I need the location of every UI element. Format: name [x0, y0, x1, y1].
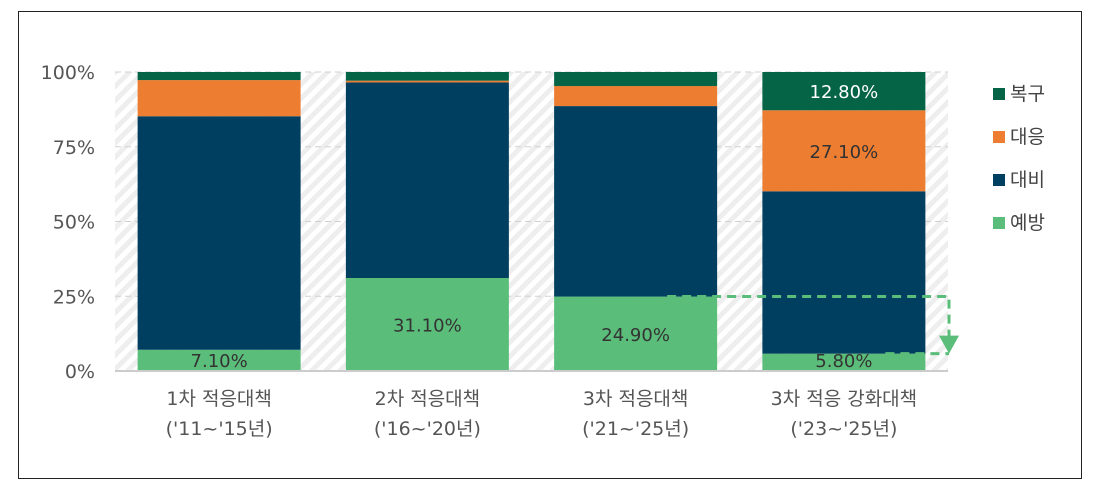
bar-segment-복구 [137, 72, 301, 81]
y-tick-label: 25% [53, 286, 95, 308]
bar-segment-복구 [554, 72, 718, 87]
bar-segment-예방 [554, 296, 718, 371]
bar-segment-예방 [345, 278, 509, 371]
bar-segment-예방 [762, 353, 926, 371]
legend-label: 예방 [1010, 212, 1045, 234]
x-tick-label: 2차 적응대책 [375, 388, 481, 410]
bar-segment-대응 [762, 110, 926, 192]
y-tick-label: 50% [53, 212, 95, 234]
annotation-arrow-line [667, 295, 951, 342]
data-label: 24.90% [601, 325, 670, 346]
legend-swatch [993, 217, 1005, 229]
bar-segment-대비 [762, 191, 926, 354]
x-tick-label: ('21~'25년) [582, 418, 689, 440]
bar-segment-예방 [137, 349, 301, 371]
data-label: 7.10% [191, 351, 248, 372]
bar-segment-복구 [762, 72, 926, 111]
legend-swatch [993, 131, 1005, 143]
bar-segment-대비 [554, 106, 718, 297]
legend-label: 대비 [1010, 169, 1045, 191]
bar-segment-복구 [345, 72, 509, 81]
x-tick-label: ('11~'15년) [166, 418, 273, 440]
annotation-arrowhead [939, 335, 959, 354]
x-tick-label: ('23~'25년) [790, 418, 897, 440]
bar-segment-대응 [345, 80, 509, 83]
bar-segment-대비 [137, 116, 301, 350]
chart-frame [18, 11, 1082, 479]
x-tick-label: 3차 적응 강화대책 [771, 388, 918, 410]
data-label: 5.80% [815, 351, 872, 372]
legend-swatch [993, 88, 1005, 100]
y-tick-label: 75% [53, 137, 95, 159]
bar-segment-대비 [345, 82, 509, 279]
legend-label: 대응 [1010, 126, 1045, 148]
bar-segment-대응 [137, 80, 301, 117]
data-label: 12.80% [810, 82, 879, 103]
y-tick-label: 100% [41, 62, 95, 84]
bar-segment-대응 [554, 86, 718, 107]
data-label: 27.10% [810, 142, 879, 163]
y-tick-label: 0% [65, 361, 95, 383]
x-tick-label: 3차 적응대책 [583, 388, 689, 410]
x-tick-label: ('16~'20년) [374, 418, 481, 440]
data-label: 31.10% [393, 316, 462, 337]
legend-label: 복구 [1010, 83, 1045, 105]
x-tick-label: 1차 적응대책 [166, 388, 272, 410]
legend-swatch [993, 174, 1005, 186]
